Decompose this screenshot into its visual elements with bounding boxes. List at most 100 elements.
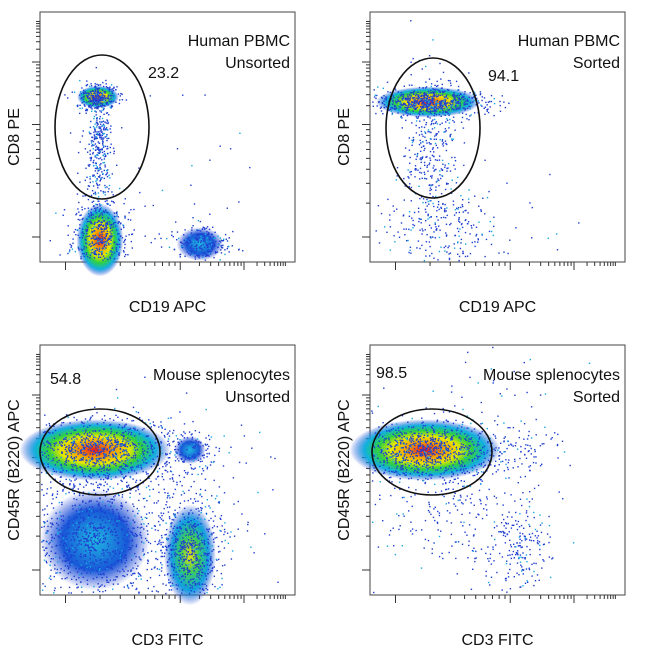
event-dot (43, 525, 45, 528)
event-dot (86, 532, 88, 534)
event-dot (94, 516, 96, 518)
event-dot (123, 436, 125, 438)
event-dot (150, 465, 153, 468)
event-dot (201, 233, 203, 235)
event-dot (406, 108, 408, 110)
event-dot (397, 231, 399, 233)
event-dot (414, 169, 416, 171)
event-dot (119, 466, 121, 468)
event-dot (455, 80, 458, 83)
event-dot (129, 492, 131, 494)
event-dot (181, 556, 183, 558)
event-dot (107, 87, 109, 89)
event-dot (110, 462, 112, 464)
event-dot (90, 416, 92, 418)
event-dot (186, 545, 189, 547)
event-dot (83, 433, 86, 435)
event-dot (107, 190, 109, 193)
event-dot (441, 111, 443, 113)
event-dot (95, 444, 97, 446)
event-dot (72, 532, 75, 534)
event-dot (94, 452, 96, 454)
event-dot (211, 534, 213, 536)
event-dot (425, 255, 427, 257)
event-dot (57, 535, 59, 537)
event-dot (113, 212, 116, 214)
event-dot (109, 235, 111, 237)
event-dot (115, 457, 117, 460)
event-dot (178, 563, 180, 565)
event-dot (441, 175, 443, 177)
event-dot (435, 88, 437, 91)
event-dot (424, 100, 427, 102)
event-dot (88, 549, 90, 551)
event-dot (191, 561, 193, 564)
event-dot (82, 459, 84, 461)
event-dot (401, 97, 403, 100)
event-dot (70, 592, 72, 594)
event-dot (103, 489, 105, 492)
event-dot (389, 91, 392, 94)
event-dot (82, 448, 84, 450)
event-dot (242, 250, 244, 252)
event-dot (92, 546, 94, 549)
event-dot (165, 533, 167, 536)
event-dot (106, 465, 108, 467)
event-dot (95, 138, 97, 140)
event-dot (441, 122, 443, 124)
event-dot (549, 173, 551, 176)
event-dot (98, 158, 100, 160)
event-dot (190, 539, 192, 542)
event-dot (96, 527, 99, 529)
event-dot (109, 447, 111, 450)
event-dot (96, 249, 99, 251)
event-dot (120, 502, 123, 504)
event-dot (418, 114, 421, 116)
event-dot (173, 569, 175, 571)
event-dot (507, 252, 509, 255)
event-dot (188, 525, 190, 527)
event-dot (106, 464, 109, 466)
event-dot (439, 111, 441, 113)
event-dot (65, 457, 68, 460)
event-dot (221, 246, 223, 249)
event-dot (181, 572, 183, 575)
event-dot (94, 123, 96, 125)
event-dot (108, 87, 111, 89)
event-dot (405, 106, 408, 109)
event-dot (485, 238, 488, 241)
event-dot (112, 461, 114, 463)
event-dot (81, 470, 84, 472)
event-dot (119, 470, 121, 472)
event-dot (110, 430, 113, 433)
event-dot (99, 509, 101, 511)
event-dot (190, 509, 192, 511)
event-dot (414, 176, 416, 178)
event-dot (189, 584, 191, 586)
event-dot (191, 525, 193, 527)
event-dot (106, 567, 108, 570)
event-dot (65, 446, 67, 449)
event-dot (425, 139, 427, 142)
event-dot (87, 92, 89, 94)
event-dot (432, 102, 434, 104)
event-dot (101, 149, 103, 151)
event-dot (181, 567, 183, 569)
event-dot (92, 95, 95, 97)
event-dot (76, 544, 79, 546)
event-dot (154, 455, 157, 458)
event-dot (110, 88, 112, 91)
event-dot (95, 133, 98, 135)
event-dot (88, 105, 90, 107)
event-dot (63, 551, 66, 554)
event-dot (160, 562, 162, 564)
event-dot (85, 195, 87, 197)
event-dot (420, 150, 422, 152)
event-dot (54, 429, 57, 432)
event-dot (86, 524, 89, 526)
event-dot (95, 250, 97, 252)
event-dot (394, 105, 397, 108)
event-dot (90, 445, 93, 447)
event-dot (444, 101, 447, 103)
event-dot (82, 500, 84, 502)
